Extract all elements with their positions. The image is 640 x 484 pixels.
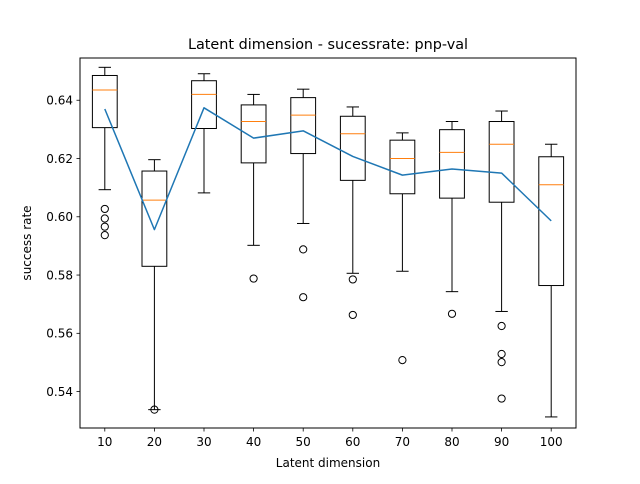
chart-title: Latent dimension - sucessrate: pnp-val [188,37,468,53]
y-tick-label: 0.64 [46,94,73,108]
flier-point [497,321,506,331]
x-axis: 10 20 30 40 50 60 70 80 90 100 [97,428,563,449]
mean-line-series [104,107,552,231]
box-body [290,97,317,155]
x-tick-label: 40 [246,435,261,449]
box-body [191,80,217,130]
x-axis-label: Latent dimension [276,456,380,470]
x-tick-label: 60 [345,435,360,449]
box-body [488,121,515,203]
flier-point [348,310,357,320]
x-tick-label: 80 [444,435,459,449]
x-tick-label: 20 [147,435,162,449]
box-body [439,129,465,199]
y-tick-label: 0.60 [46,210,73,224]
y-tick-label: 0.58 [46,268,73,282]
box-body [141,170,168,267]
box-body [538,156,565,287]
box-50 [290,88,317,302]
plot-area [91,66,565,418]
flier-point [100,214,109,223]
box-100 [538,143,565,418]
flier-point [497,358,506,367]
y-tick-label: 0.62 [46,152,73,166]
box-10 [91,66,118,240]
x-tick-label: 30 [196,435,211,449]
x-tick-label: 50 [296,435,311,449]
y-axis-label: success rate [20,205,34,280]
flier-point [497,394,506,403]
box-body [240,104,267,164]
box-60 [339,106,366,320]
flier-point [398,356,407,365]
box-20 [141,159,168,414]
x-tick-label: 70 [395,435,410,449]
box-80 [439,121,465,318]
flier-point [447,309,457,318]
flier-point [497,349,506,359]
x-tick-label: 100 [540,435,563,449]
box-40 [240,93,267,283]
plot-frame [79,57,577,429]
y-tick-label: 0.54 [46,385,73,399]
box-body [91,74,118,129]
y-tick-label: 0.56 [46,327,73,341]
box-70 [389,132,416,365]
flier-point [299,245,308,254]
flier-point [100,222,109,231]
box-90 [488,110,515,403]
x-tick-label: 10 [97,435,112,449]
flier-point [100,231,109,240]
flier-point [299,293,308,302]
y-axis: 0.54 0.56 0.58 0.60 0.62 0.64 [46,94,80,399]
box-body [339,115,366,181]
flier-point [249,274,258,283]
x-tick-label: 90 [494,435,509,449]
box-30 [191,73,217,194]
flier-point [348,275,357,284]
flier-point [100,204,109,214]
flier-point [150,405,159,414]
box-body [389,139,416,195]
